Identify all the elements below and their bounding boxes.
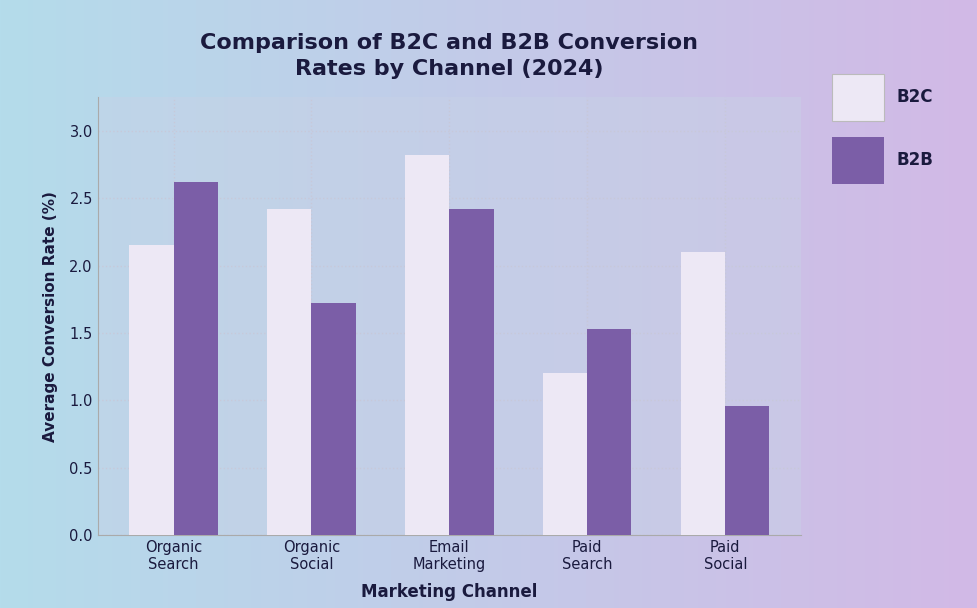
- Bar: [312, 303, 356, 535]
- Bar: [587, 329, 631, 535]
- Bar: [725, 406, 770, 535]
- Bar: [405, 155, 449, 535]
- Title: Comparison of B2C and B2B Conversion
Rates by Channel (2024): Comparison of B2C and B2B Conversion Rat…: [200, 33, 699, 79]
- Bar: [543, 373, 587, 535]
- Bar: [129, 246, 174, 535]
- Bar: [174, 182, 218, 535]
- X-axis label: Marketing Channel: Marketing Channel: [361, 584, 537, 601]
- Bar: [681, 252, 725, 535]
- Bar: [268, 209, 312, 535]
- Text: B2C: B2C: [897, 88, 933, 106]
- Text: B2B: B2B: [897, 151, 934, 169]
- Y-axis label: Average Conversion Rate (%): Average Conversion Rate (%): [43, 191, 59, 441]
- FancyBboxPatch shape: [832, 137, 884, 184]
- Bar: [449, 209, 493, 535]
- FancyBboxPatch shape: [832, 74, 884, 121]
